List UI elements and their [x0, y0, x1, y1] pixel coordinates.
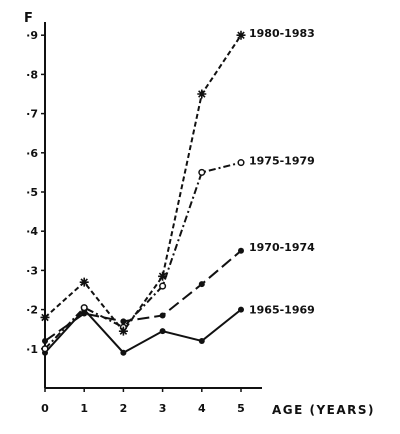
series-1970-1974: 1970-1974 — [42, 241, 315, 344]
y-tick-label: ·6 — [26, 147, 38, 160]
series-line — [44, 34, 242, 333]
data-point — [81, 310, 88, 317]
y-tick-label: ·3 — [26, 264, 38, 277]
x-tick-label: 4 — [198, 402, 206, 415]
data-point — [197, 89, 207, 99]
y-tick-label: ·9 — [26, 29, 38, 42]
data-point — [237, 159, 245, 167]
y-tick-label: ·8 — [26, 68, 38, 81]
data-point — [238, 247, 244, 254]
y-tick-label: ·7 — [26, 108, 38, 121]
data-point — [159, 282, 167, 290]
x-tick-label: 1 — [80, 402, 88, 415]
x-tick-label: 0 — [41, 402, 49, 415]
data-point — [158, 271, 168, 281]
data-point — [42, 337, 48, 344]
data-point — [41, 345, 49, 353]
data-point — [159, 328, 166, 335]
data-point — [120, 318, 127, 325]
series-label: 1975-1979 — [249, 155, 315, 168]
x-axis-label: AGE (YEARS) — [272, 403, 375, 417]
y-tick-label: ·4 — [26, 225, 38, 238]
y-tick-label: ·5 — [26, 186, 38, 199]
data-point — [80, 304, 88, 312]
series-line — [44, 161, 242, 350]
data-point — [198, 281, 205, 288]
data-point — [159, 312, 166, 319]
x-tick-label: 5 — [237, 402, 245, 415]
series-line — [44, 308, 242, 354]
y-axis-label: F — [24, 11, 33, 26]
data-point — [236, 30, 246, 40]
x-tick-label: 2 — [120, 402, 128, 415]
series-label: 1980-1983 — [249, 27, 315, 40]
data-point — [198, 168, 206, 176]
series-1965-1969: 1965-1969 — [42, 304, 315, 356]
y-tick-label: ·2 — [26, 304, 38, 317]
data-point — [40, 312, 50, 322]
series-line — [44, 250, 242, 342]
data-point — [118, 326, 128, 336]
y-tick-label: ·1 — [26, 343, 38, 356]
data-point — [120, 349, 127, 356]
series-label: 1965-1969 — [249, 304, 315, 317]
series-label: 1970-1974 — [249, 241, 315, 254]
data-point — [198, 337, 205, 344]
x-tick-label: 3 — [159, 402, 167, 415]
data-point — [79, 277, 89, 287]
data-point — [238, 306, 244, 313]
series-1980-1983: 1980-1983 — [40, 27, 315, 336]
